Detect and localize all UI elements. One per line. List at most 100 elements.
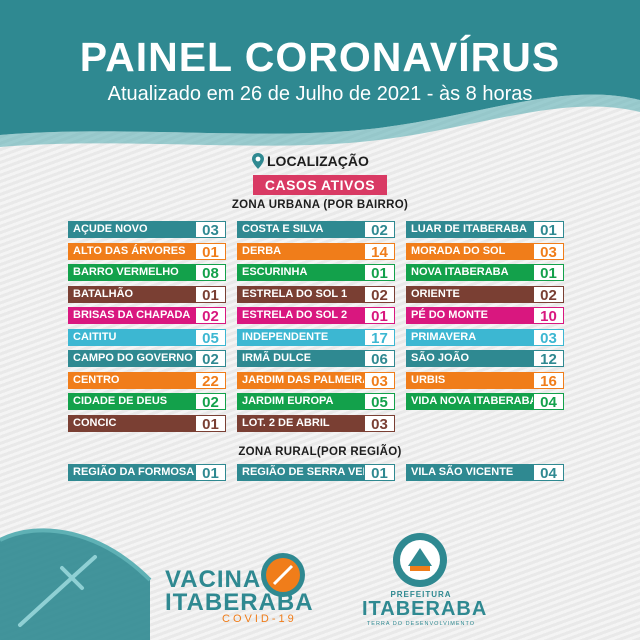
case-count: 08 bbox=[195, 264, 226, 282]
list-item: ESTRELA DO SOL 2 01 bbox=[237, 307, 395, 325]
case-count: 03 bbox=[533, 242, 564, 261]
list-item: ORIENTE 02 bbox=[406, 285, 564, 304]
list-item: VIDA NOVA ITABERABA 04 bbox=[406, 393, 564, 411]
rural-column-1: REGIÃO DA FORMOSA 01 bbox=[68, 464, 226, 486]
neighborhood-name: ESCURINHA bbox=[237, 264, 364, 281]
location-pin-icon bbox=[252, 153, 264, 169]
neighborhood-name: SÃO JOÃO bbox=[406, 350, 533, 367]
case-count: 02 bbox=[195, 307, 226, 325]
case-count: 01 bbox=[195, 414, 226, 433]
list-item: LUAR DE ITABERABA 01 bbox=[406, 221, 564, 239]
list-item: ALTO DAS ÁRVORES 01 bbox=[68, 242, 226, 261]
footer-decoration bbox=[0, 528, 447, 640]
location-label-text: LOCALIZAÇÃO bbox=[267, 153, 369, 169]
list-item: VILA SÃO VICENTE 04 bbox=[406, 464, 564, 482]
case-count: 01 bbox=[364, 264, 395, 282]
neighborhood-name: INDEPENDENTE bbox=[237, 328, 364, 346]
neighborhood-name: CONCIC bbox=[68, 414, 195, 432]
list-item: CENTRO 22 bbox=[68, 371, 226, 390]
case-count: 03 bbox=[533, 328, 564, 347]
case-count: 02 bbox=[533, 285, 564, 304]
case-count: 05 bbox=[195, 328, 226, 347]
list-item: CIDADE DE DEUS 02 bbox=[68, 393, 226, 411]
neighborhood-name: COSTA E SILVA bbox=[237, 221, 364, 238]
list-item: JARDIM EUROPA 05 bbox=[237, 393, 395, 411]
list-item: REGIÃO DA FORMOSA 01 bbox=[68, 464, 226, 482]
case-count: 02 bbox=[195, 350, 226, 368]
case-count: 01 bbox=[533, 264, 564, 282]
update-subtitle: Atualizado em 26 de Julho de 2021 - às 8… bbox=[107, 83, 533, 105]
list-item: ESTRELA DO SOL 1 02 bbox=[237, 285, 395, 304]
neighborhood-name: NOVA ITABERABA bbox=[406, 264, 533, 281]
list-item: BARRO VERMELHO 08 bbox=[68, 264, 226, 282]
neighborhood-name: JARDIM DAS PALMEIRAS bbox=[237, 371, 364, 389]
case-count: 22 bbox=[195, 371, 226, 390]
list-item: DERBA 14 bbox=[237, 242, 395, 261]
list-item: CAITITU 05 bbox=[68, 328, 226, 347]
case-count: 02 bbox=[364, 285, 395, 304]
urban-column-1: AÇUDE NOVO 03 ALTO DAS ÁRVORES 01 BARRO VERM… bbox=[68, 221, 226, 436]
neighborhood-name: CENTRO bbox=[68, 371, 195, 389]
case-count: 01 bbox=[364, 464, 395, 482]
list-item: NOVA ITABERABA 01 bbox=[406, 264, 564, 282]
neighborhood-name: CAMPO DO GOVERNO bbox=[68, 350, 195, 367]
neighborhood-name: ESTRELA DO SOL 2 bbox=[237, 307, 364, 324]
list-item: CAMPO DO GOVERNO 02 bbox=[68, 350, 226, 368]
vaccine-logo-sub: COVID-19 bbox=[222, 613, 297, 625]
neighborhood-name: LOT. 2 DE ABRIL bbox=[237, 414, 364, 432]
neighborhood-name: ORIENTE bbox=[406, 285, 533, 303]
case-count: 01 bbox=[533, 221, 564, 239]
case-count: 17 bbox=[364, 328, 395, 347]
case-count: 03 bbox=[195, 221, 226, 239]
active-cases-badge: CASOS ATIVOS bbox=[253, 175, 387, 195]
neighborhood-name: VIDA NOVA ITABERABA bbox=[406, 393, 533, 410]
list-item: URBIS 16 bbox=[406, 371, 564, 390]
syringe-icon bbox=[18, 555, 97, 627]
neighborhood-name: PÉ DO MONTE bbox=[406, 307, 533, 324]
header-wave bbox=[0, 0, 640, 147]
list-item: JARDIM DAS PALMEIRAS 03 bbox=[237, 371, 395, 390]
list-item: BATALHÃO 01 bbox=[68, 285, 226, 304]
neighborhood-name: MORADA DO SOL bbox=[406, 242, 533, 260]
case-count: 01 bbox=[195, 464, 226, 482]
list-item: ESCURINHA 01 bbox=[237, 264, 395, 282]
urban-zone-title: ZONA URBANA (POR BAIRRO) bbox=[231, 199, 409, 211]
case-count: 14 bbox=[364, 242, 395, 261]
prefeitura-city: ITABERABA bbox=[362, 598, 488, 620]
neighborhood-name: URBIS bbox=[406, 371, 533, 389]
vaccine-logo-city: ITABERABA bbox=[165, 589, 314, 616]
case-count: 01 bbox=[195, 242, 226, 261]
rural-column-2: REGIÃO DE SERRA VERDE01 bbox=[237, 464, 395, 486]
list-item: IRMÃ DULCE 06 bbox=[237, 350, 395, 368]
neighborhood-name: PRIMAVERA bbox=[406, 328, 533, 346]
case-count: 02 bbox=[195, 393, 226, 411]
case-count: 01 bbox=[364, 307, 395, 325]
list-item: PÉ DO MONTE 10 bbox=[406, 307, 564, 325]
list-item: COSTA E SILVA 02 bbox=[237, 221, 395, 239]
vaccine-logo-title: VACINA bbox=[165, 566, 262, 593]
neighborhood-name: IRMÃ DULCE bbox=[237, 350, 364, 367]
case-count: 03 bbox=[364, 371, 395, 390]
city-seal-icon bbox=[393, 533, 447, 587]
prefeitura-motto: TERRA DO DESENVOLVIMENTO bbox=[366, 621, 476, 627]
list-item: MORADA DO SOL 03 bbox=[406, 242, 564, 261]
neighborhood-name: LUAR DE ITABERABA bbox=[406, 221, 533, 238]
case-count: 01 bbox=[195, 285, 226, 304]
list-item: CONCIC 01 bbox=[68, 414, 226, 433]
case-count: 04 bbox=[533, 464, 564, 482]
neighborhood-name: BARRO VERMELHO bbox=[68, 264, 195, 281]
rural-zone-title: ZONA RURAL(POR REGIÃO) bbox=[238, 446, 402, 458]
neighborhood-name: JARDIM EUROPA bbox=[237, 393, 364, 410]
case-count: 06 bbox=[364, 350, 395, 368]
case-count: 10 bbox=[533, 307, 564, 325]
neighborhood-name: ESTRELA DO SOL 1 bbox=[237, 285, 364, 303]
neighborhood-name: BRISAS DA CHAPADA bbox=[68, 307, 195, 324]
neighborhood-name: BATALHÃO bbox=[68, 285, 195, 303]
neighborhood-name: REGIÃO DA FORMOSA bbox=[68, 464, 195, 481]
list-item: INDEPENDENTE 17 bbox=[237, 328, 395, 347]
list-item: BRISAS DA CHAPADA 02 bbox=[68, 307, 226, 325]
neighborhood-name: CAITITU bbox=[68, 328, 195, 346]
case-count: 04 bbox=[533, 393, 564, 411]
neighborhood-name: REGIÃO DE SERRA VERDE bbox=[237, 464, 364, 481]
urban-column-2: COSTA E SILVA 02 DERBA 14 ESCURINHA 01 ESTRELA… bbox=[237, 221, 395, 436]
